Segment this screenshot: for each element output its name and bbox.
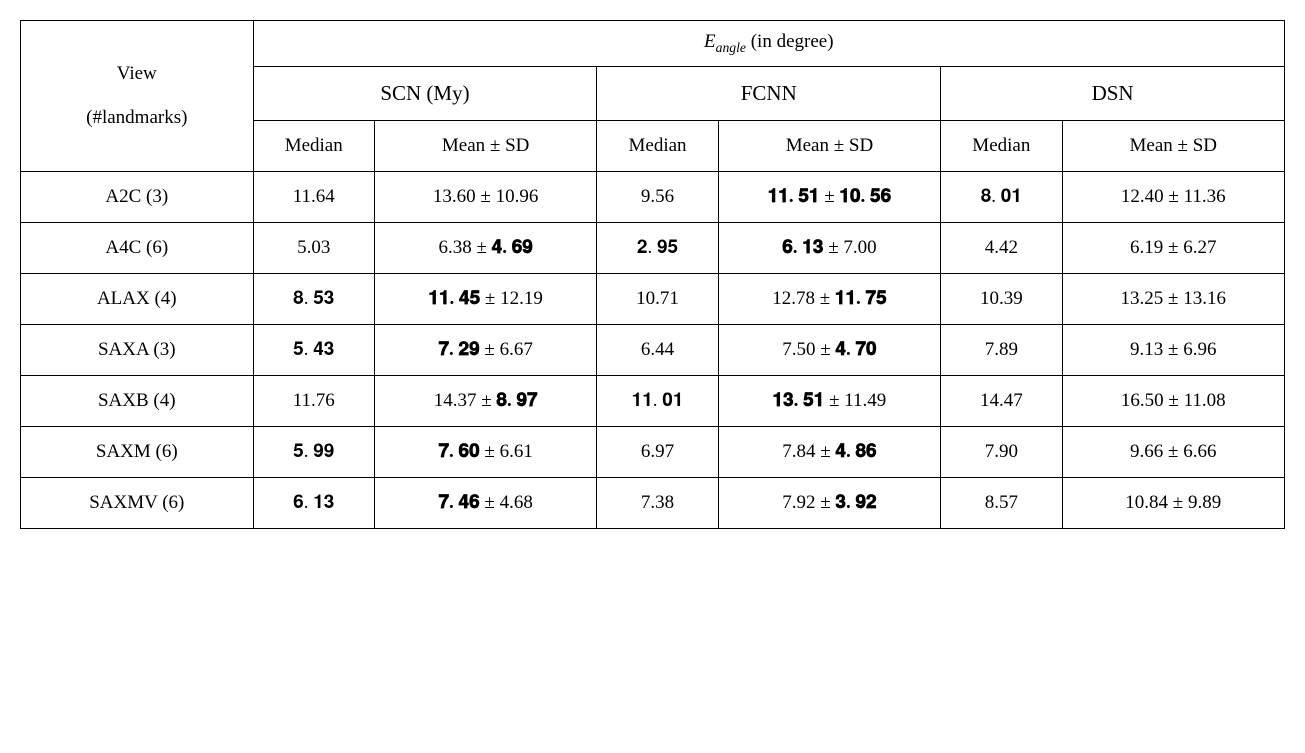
cell-meansd: 12.78 ± 𝟏𝟏. 𝟕𝟓 xyxy=(718,273,940,324)
cell-median: 𝟔. 𝟏𝟑 xyxy=(253,477,374,528)
cell-median: 7.38 xyxy=(597,477,718,528)
header-view: View (#landmarks) xyxy=(21,21,254,172)
header-title-unit: (in degree) xyxy=(746,31,834,52)
cell-meansd: 7.92 ± 𝟑. 𝟗𝟐 xyxy=(718,477,940,528)
header-meansd-0: Mean ± SD xyxy=(374,120,596,171)
cell-median: 6.44 xyxy=(597,324,718,375)
cell-median: 11.64 xyxy=(253,171,374,222)
header-group-fcnn: FCNN xyxy=(597,66,941,120)
header-median-2: Median xyxy=(941,120,1062,171)
header-title-subscript: angle xyxy=(716,40,746,55)
cell-meansd: 10.84 ± 9.89 xyxy=(1062,477,1285,528)
table-row: SAXMV (6)𝟔. 𝟏𝟑𝟕. 𝟒𝟔 ± 4.687.387.92 ± 𝟑. … xyxy=(21,477,1285,528)
header-median-1: Median xyxy=(597,120,718,171)
cell-median: 7.89 xyxy=(941,324,1062,375)
cell-meansd: 7.50 ± 𝟒. 𝟕𝟎 xyxy=(718,324,940,375)
table-row: A4C (6)5.036.38 ± 𝟒. 𝟔𝟗𝟐. 𝟗𝟓𝟔. 𝟏𝟑 ± 7.00… xyxy=(21,222,1285,273)
table-row: SAXB (4)11.7614.37 ± 𝟖. 𝟗𝟕𝟏𝟏. 𝟎𝟏𝟏𝟑. 𝟓𝟏 ±… xyxy=(21,375,1285,426)
cell-median: 4.42 xyxy=(941,222,1062,273)
results-table: View (#landmarks) Eangle (in degree) SCN… xyxy=(20,20,1285,529)
cell-median: 9.56 xyxy=(597,171,718,222)
cell-median: 8.57 xyxy=(941,477,1062,528)
cell-median: 𝟖. 𝟎𝟏 xyxy=(941,171,1062,222)
header-view-line1: View xyxy=(117,63,157,84)
cell-meansd: 14.37 ± 𝟖. 𝟗𝟕 xyxy=(374,375,596,426)
row-name: SAXB (4) xyxy=(21,375,254,426)
header-row-1: View (#landmarks) Eangle (in degree) xyxy=(21,21,1285,67)
cell-meansd: 6.19 ± 6.27 xyxy=(1062,222,1285,273)
cell-meansd: 𝟔. 𝟏𝟑 ± 7.00 xyxy=(718,222,940,273)
row-name: A2C (3) xyxy=(21,171,254,222)
cell-meansd: 9.66 ± 6.66 xyxy=(1062,426,1285,477)
row-name: SAXMV (6) xyxy=(21,477,254,528)
row-name: A4C (6) xyxy=(21,222,254,273)
cell-meansd: 7.84 ± 𝟒. 𝟖𝟔 xyxy=(718,426,940,477)
cell-median: 11.76 xyxy=(253,375,374,426)
cell-meansd: 𝟏𝟏. 𝟒𝟓 ± 12.19 xyxy=(374,273,596,324)
cell-meansd: 𝟕. 𝟐𝟗 ± 6.67 xyxy=(374,324,596,375)
cell-median: 6.97 xyxy=(597,426,718,477)
cell-meansd: 𝟕. 𝟔𝟎 ± 6.61 xyxy=(374,426,596,477)
header-group-scn: SCN (My) xyxy=(253,66,597,120)
cell-median: 14.47 xyxy=(941,375,1062,426)
cell-meansd: 12.40 ± 11.36 xyxy=(1062,171,1285,222)
cell-median: 𝟖. 𝟓𝟑 xyxy=(253,273,374,324)
cell-meansd: 𝟏𝟑. 𝟓𝟏 ± 11.49 xyxy=(718,375,940,426)
header-meansd-2: Mean ± SD xyxy=(1062,120,1285,171)
cell-median: 10.71 xyxy=(597,273,718,324)
header-meansd-1: Mean ± SD xyxy=(718,120,940,171)
cell-median: 10.39 xyxy=(941,273,1062,324)
cell-meansd: 13.60 ± 10.96 xyxy=(374,171,596,222)
cell-median: 7.90 xyxy=(941,426,1062,477)
cell-meansd: 16.50 ± 11.08 xyxy=(1062,375,1285,426)
table-row: ALAX (4)𝟖. 𝟓𝟑𝟏𝟏. 𝟒𝟓 ± 12.1910.7112.78 ± … xyxy=(21,273,1285,324)
table-row: A2C (3)11.6413.60 ± 10.969.56𝟏𝟏. 𝟓𝟏 ± 𝟏𝟎… xyxy=(21,171,1285,222)
header-title: Eangle (in degree) xyxy=(253,21,1284,67)
cell-meansd: 𝟏𝟏. 𝟓𝟏 ± 𝟏𝟎. 𝟓𝟔 xyxy=(718,171,940,222)
cell-meansd: 9.13 ± 6.96 xyxy=(1062,324,1285,375)
cell-meansd: 𝟕. 𝟒𝟔 ± 4.68 xyxy=(374,477,596,528)
table-row: SAXM (6)𝟓. 𝟗𝟗𝟕. 𝟔𝟎 ± 6.616.977.84 ± 𝟒. 𝟖… xyxy=(21,426,1285,477)
row-name: SAXA (3) xyxy=(21,324,254,375)
cell-meansd: 6.38 ± 𝟒. 𝟔𝟗 xyxy=(374,222,596,273)
row-name: SAXM (6) xyxy=(21,426,254,477)
header-title-symbol: E xyxy=(704,31,716,52)
cell-median: 𝟏𝟏. 𝟎𝟏 xyxy=(597,375,718,426)
cell-median: 𝟐. 𝟗𝟓 xyxy=(597,222,718,273)
cell-meansd: 13.25 ± 13.16 xyxy=(1062,273,1285,324)
cell-median: 𝟓. 𝟗𝟗 xyxy=(253,426,374,477)
table-row: SAXA (3)𝟓. 𝟒𝟑𝟕. 𝟐𝟗 ± 6.676.447.50 ± 𝟒. 𝟕… xyxy=(21,324,1285,375)
cell-median: 5.03 xyxy=(253,222,374,273)
cell-median: 𝟓. 𝟒𝟑 xyxy=(253,324,374,375)
header-group-dsn: DSN xyxy=(941,66,1285,120)
header-median-0: Median xyxy=(253,120,374,171)
row-name: ALAX (4) xyxy=(21,273,254,324)
header-view-line2: (#landmarks) xyxy=(86,107,187,128)
